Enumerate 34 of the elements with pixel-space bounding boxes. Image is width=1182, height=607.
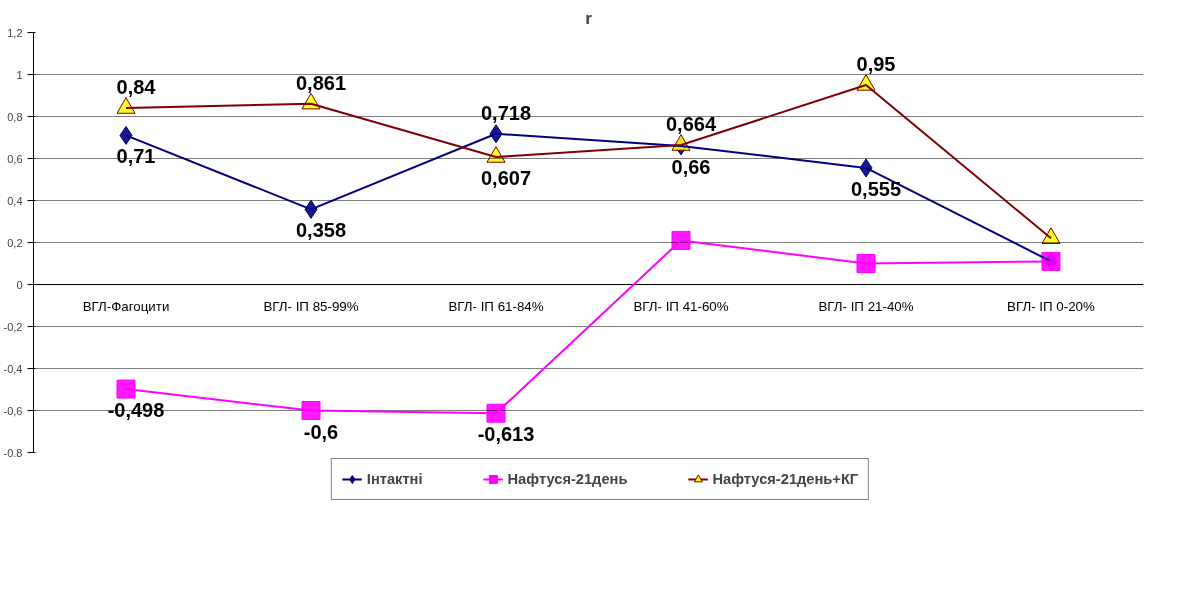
y-tick-label: 0,2 [7,236,23,249]
y-tick-label: -0,4 [3,362,23,375]
data-label: 0,84 [116,76,157,99]
x-tick-label: ВГЛ- ІП 0-20% [1007,298,1096,314]
x-tick-label: ВГЛ- ІП 41-60% [633,298,729,314]
legend-label: Нафтуся-21день [507,471,628,487]
x-tick-label: ВГЛ- ІП 61-84% [448,298,544,314]
y-tick-label: -0,8 [3,446,23,459]
y-tick-label: -0,2 [3,320,23,333]
y-tick-label: 0,4 [7,194,23,207]
x-tick-label: ВГЛ- ІП 85-99% [263,298,359,314]
y-tick-label: 0 [16,278,23,291]
data-label: 0,555 [850,177,902,200]
legend-label: Інтактні [366,471,423,487]
y-tick-label: -0,6 [3,404,23,417]
data-label: 0,664 [665,113,717,136]
data-label: 0,718 [480,101,532,124]
y-tick-label: 0,6 [7,152,23,165]
y-tick-label: 0,8 [7,110,23,123]
x-tick-label: ВГЛ- ІП 21-40% [818,298,914,314]
chart-title: r [585,7,593,28]
data-label: 0,607 [480,167,532,190]
data-label: -0,498 [107,399,165,422]
y-tick-label: 1,2 [7,26,23,39]
legend-label: Нафтуся-21день+КГ [712,471,859,487]
data-label: 0,861 [295,71,347,94]
data-label: -0,613 [477,423,535,446]
data-label: -0,6 [303,420,339,443]
data-label: 0,66 [671,155,711,178]
y-tick-label: 1 [16,68,23,81]
data-label: 0,71 [116,145,156,168]
x-tick-label: ВГЛ-Фагоцити [82,298,170,314]
data-label: 0,358 [295,219,347,242]
data-label: 0,95 [856,53,896,75]
